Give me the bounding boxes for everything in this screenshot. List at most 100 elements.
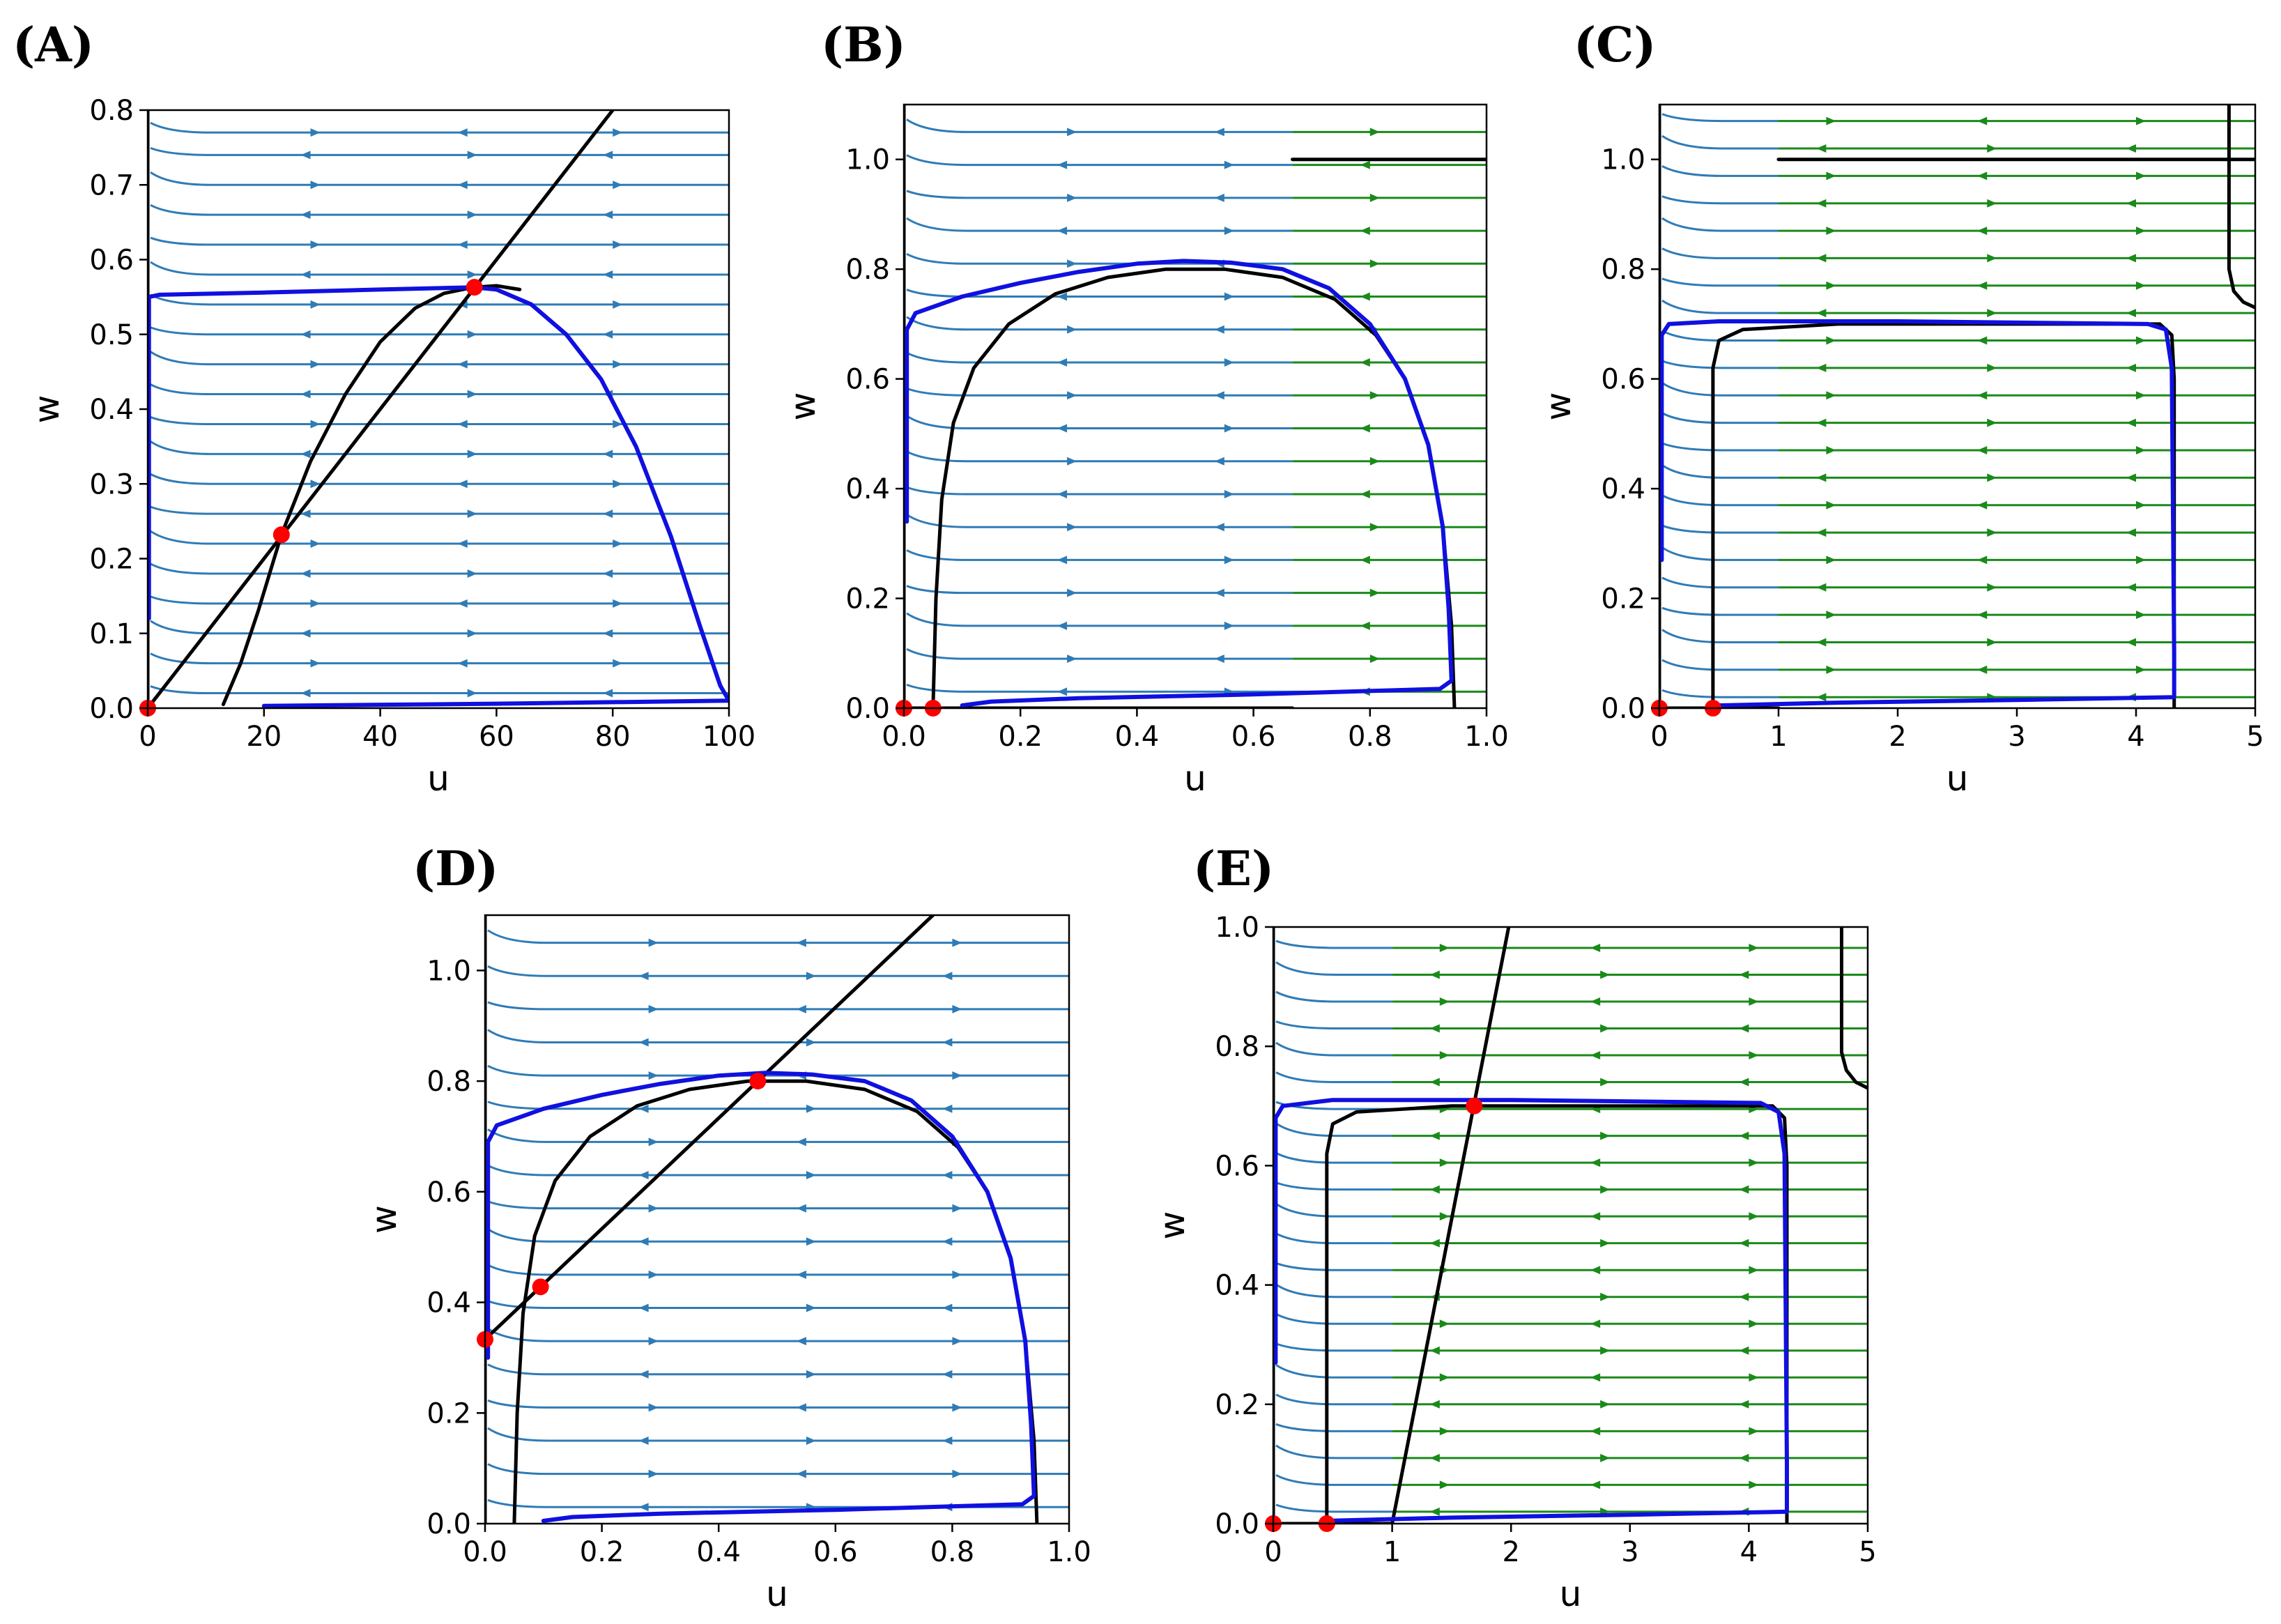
- stream-arrow: [1429, 1185, 1440, 1194]
- nullcline-curve: [1840, 927, 1868, 1090]
- y-tick-label: 0.4: [427, 1287, 471, 1319]
- separatrix-curve: [1273, 1098, 1789, 1523]
- streamline: [1275, 961, 1392, 976]
- stream-arrow: [1749, 1158, 1759, 1167]
- stream-arrow: [796, 1270, 806, 1279]
- separatrix-curve: [905, 259, 1454, 708]
- streamline: [487, 929, 1069, 944]
- stream-arrow: [1057, 556, 1068, 565]
- stream-arrow: [1749, 1212, 1759, 1221]
- stream-arrow: [1826, 665, 1836, 674]
- streamline: [150, 530, 729, 545]
- separatrix-curve: [148, 285, 729, 708]
- panel-b-plot: 0.0 0.2 0.4 0.6 0.8 1.0 0.0 0.2 0.4 0.6 0.8 1.0 u w: [783, 103, 1509, 799]
- stream-arrow: [467, 270, 477, 279]
- y-tick-label: 0.7: [89, 169, 134, 201]
- stream-arrow: [796, 1137, 806, 1147]
- streamline: [1661, 412, 1779, 424]
- streamline: [1275, 1151, 1392, 1164]
- x-axis-label: u: [1560, 1574, 1582, 1614]
- y-tick-label: 0.2: [427, 1397, 471, 1430]
- stream-arrow: [300, 270, 311, 279]
- stream-arrow: [603, 629, 613, 638]
- stream-arrow: [300, 629, 311, 638]
- stream-arrow: [1600, 1078, 1611, 1087]
- y-tick-label: 0.8: [845, 254, 890, 286]
- stream-arrow: [310, 128, 321, 137]
- stream-arrow: [1067, 259, 1077, 268]
- stream-arrow: [1360, 160, 1370, 169]
- stream-arrow: [1429, 1400, 1440, 1409]
- stream-arrow: [1360, 489, 1370, 498]
- x-tick-label: 0.4: [1115, 721, 1160, 753]
- stream-arrow: [1826, 171, 1836, 181]
- y-tick-label: 1.0: [1601, 144, 1645, 176]
- panel-a-label: (A): [13, 17, 94, 73]
- panel-c: (C) 0 1 2 3 4 5 0.0 0.2 0.4 0.6 0.8 1.0 u w: [1538, 17, 2264, 799]
- stream-arrow: [1590, 1158, 1601, 1167]
- stream-arrow: [310, 539, 321, 549]
- stream-arrow: [603, 330, 613, 339]
- axes-frame: [1272, 926, 1869, 1525]
- streamline: [150, 146, 729, 156]
- stream-arrow: [457, 128, 468, 137]
- stream-arrow: [1057, 227, 1068, 236]
- streamline: [150, 121, 729, 134]
- streamline: [1661, 382, 1779, 397]
- stream-arrow: [467, 210, 477, 220]
- stream-arrow: [1816, 309, 1827, 318]
- stream-arrow: [1987, 528, 1997, 537]
- stream-arrow: [638, 1038, 649, 1047]
- panel-d-label: (D): [413, 841, 498, 897]
- equilibrium-point: [1466, 1097, 1483, 1114]
- stream-arrow: [1749, 1051, 1759, 1060]
- nullcline-curve: [485, 915, 935, 1342]
- x-tick-label: 20: [246, 721, 282, 753]
- stream-arrow: [638, 1436, 649, 1445]
- x-tick-label: 40: [362, 721, 398, 753]
- stream-arrow: [1600, 1292, 1611, 1301]
- stream-arrow: [648, 1071, 659, 1080]
- stream-arrow: [1360, 621, 1370, 630]
- stream-arrow: [1067, 391, 1077, 400]
- streamline: [487, 1001, 1069, 1011]
- stream-arrow: [1360, 424, 1370, 433]
- stream-arrow: [942, 1038, 953, 1047]
- stream-arrow: [796, 938, 806, 947]
- y-tick-label: 0.8: [1215, 1031, 1259, 1063]
- plot-area: [1273, 927, 1868, 1524]
- stream-arrow: [613, 240, 623, 250]
- stream-arrow: [648, 1469, 659, 1478]
- stream-arrow: [1600, 1400, 1611, 1409]
- stream-arrow: [1826, 116, 1836, 125]
- stream-arrow: [1977, 500, 1988, 510]
- streamline: [1661, 464, 1779, 479]
- streamline: [1275, 1041, 1392, 1057]
- streamline: [1275, 1312, 1392, 1325]
- stream-arrow: [603, 450, 613, 459]
- stream-arrow: [1590, 1212, 1601, 1221]
- stream-arrow: [467, 450, 477, 459]
- stream-arrow: [1429, 970, 1440, 979]
- stream-arrow: [1816, 199, 1827, 208]
- stream-arrow: [1977, 611, 1988, 620]
- stream-arrow: [1067, 588, 1077, 597]
- stream-arrow: [1067, 128, 1077, 137]
- stream-arrow: [1224, 489, 1234, 498]
- stream-arrow: [300, 450, 311, 459]
- stream-arrow: [457, 539, 468, 549]
- stream-arrow: [467, 569, 477, 578]
- stream-arrow: [952, 938, 962, 947]
- stream-arrow: [1600, 1024, 1611, 1033]
- stream-arrow: [310, 659, 321, 668]
- streamline: [150, 473, 729, 485]
- streamline: [150, 685, 729, 695]
- stream-arrow: [806, 1038, 816, 1047]
- streamline: [1661, 247, 1779, 259]
- stream-arrow: [1977, 171, 1988, 181]
- stream-arrow: [1224, 424, 1234, 433]
- stream-arrow: [796, 1337, 806, 1346]
- stream-arrow: [1590, 1427, 1601, 1436]
- stream-arrow: [467, 330, 477, 339]
- streamline: [1661, 277, 1779, 287]
